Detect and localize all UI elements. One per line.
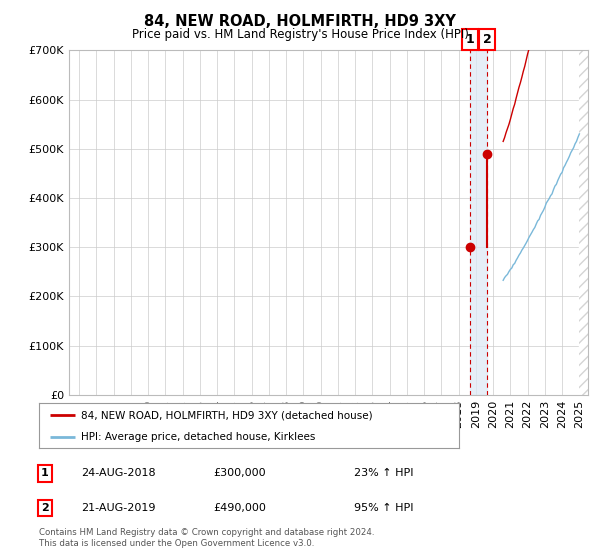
Text: Contains HM Land Registry data © Crown copyright and database right 2024.
This d: Contains HM Land Registry data © Crown c… [39, 528, 374, 548]
Text: £300,000: £300,000 [213, 468, 266, 478]
Text: HPI: Average price, detached house, Kirklees: HPI: Average price, detached house, Kirk… [81, 432, 316, 442]
Text: 84, NEW ROAD, HOLMFIRTH, HD9 3XY (detached house): 84, NEW ROAD, HOLMFIRTH, HD9 3XY (detach… [81, 410, 373, 421]
Text: 2: 2 [482, 33, 491, 46]
Text: 1: 1 [466, 33, 474, 46]
Text: 24-AUG-2018: 24-AUG-2018 [81, 468, 155, 478]
Text: 23% ↑ HPI: 23% ↑ HPI [354, 468, 413, 478]
Text: 84, NEW ROAD, HOLMFIRTH, HD9 3XY: 84, NEW ROAD, HOLMFIRTH, HD9 3XY [144, 14, 456, 29]
Text: Price paid vs. HM Land Registry's House Price Index (HPI): Price paid vs. HM Land Registry's House … [131, 28, 469, 41]
Text: 1: 1 [41, 468, 49, 478]
Bar [580, 50, 596, 395]
Text: 95% ↑ HPI: 95% ↑ HPI [354, 503, 413, 513]
Bar [470, 50, 487, 395]
Text: £490,000: £490,000 [213, 503, 266, 513]
Text: 2: 2 [41, 503, 49, 513]
Text: 21-AUG-2019: 21-AUG-2019 [81, 503, 155, 513]
Bar [580, 50, 596, 395]
